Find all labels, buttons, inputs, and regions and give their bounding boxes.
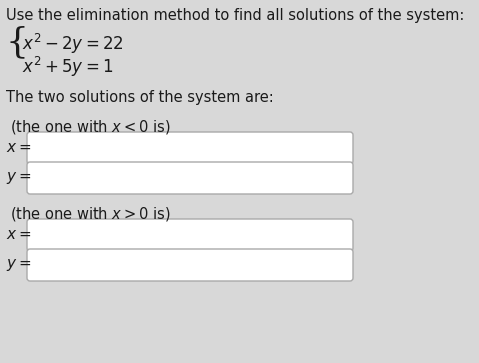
Text: (the one with $x > 0$ is): (the one with $x > 0$ is) <box>10 205 171 223</box>
FancyBboxPatch shape <box>27 249 353 281</box>
Text: The two solutions of the system are:: The two solutions of the system are: <box>6 90 274 105</box>
Text: $y =$: $y =$ <box>6 257 32 273</box>
Text: $x^2 - 2y = 22$: $x^2 - 2y = 22$ <box>22 32 124 56</box>
FancyBboxPatch shape <box>27 162 353 194</box>
FancyBboxPatch shape <box>27 132 353 164</box>
Text: (the one with $x < 0$ is): (the one with $x < 0$ is) <box>10 118 171 136</box>
Text: $x =$: $x =$ <box>6 228 32 242</box>
Text: {: { <box>5 25 28 59</box>
Text: $x =$: $x =$ <box>6 141 32 155</box>
FancyBboxPatch shape <box>27 219 353 251</box>
Text: Use the elimination method to find all solutions of the system:: Use the elimination method to find all s… <box>6 8 464 23</box>
Text: $x^2 + 5y = 1$: $x^2 + 5y = 1$ <box>22 55 114 79</box>
Text: $y =$: $y =$ <box>6 170 32 186</box>
